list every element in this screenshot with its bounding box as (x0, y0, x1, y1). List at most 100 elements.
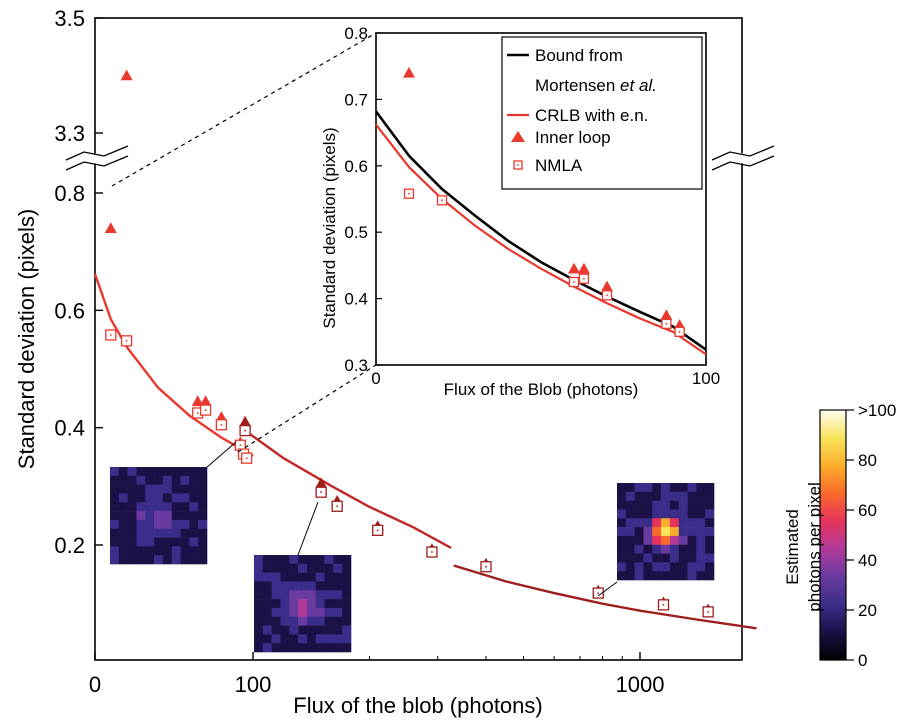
blob-pixel (110, 511, 120, 521)
blob-pixel (262, 555, 272, 565)
blob-pixel (652, 544, 662, 554)
blob-pixel (298, 607, 308, 618)
blob-pixel (625, 509, 635, 519)
main-square-point-dot (431, 551, 433, 553)
blob-pixel (661, 483, 671, 493)
blob-pixel (198, 484, 208, 494)
blob-pixel (342, 616, 352, 626)
blob-pixel (254, 607, 264, 618)
main-square-point-dot (220, 423, 223, 426)
blob-pixel (280, 555, 290, 565)
blob-pixel (678, 500, 688, 510)
main-series-line (453, 564, 757, 630)
blob-pixel (643, 544, 653, 554)
blob-pixel (696, 500, 706, 510)
blob-pixel (696, 535, 706, 546)
blob-pixel (298, 555, 308, 565)
blob-pixel (254, 643, 264, 653)
blob-pixel (198, 467, 208, 477)
blob-pixel (254, 599, 264, 609)
blob-pixel (145, 519, 155, 530)
blob-pixel (171, 467, 181, 477)
blob-pixel (189, 546, 199, 556)
blob-pixel (696, 544, 706, 554)
blob-pixel (687, 518, 697, 528)
blob-pixel (696, 527, 706, 537)
blob-pixel (315, 634, 325, 644)
blob-pixel (696, 518, 706, 528)
blob-pixel (110, 519, 120, 530)
blob-pixel (324, 572, 334, 582)
blob-pixel (687, 483, 697, 493)
blob-pixel (289, 563, 299, 573)
blob-pixel (669, 571, 680, 581)
blob-pixel (625, 518, 635, 528)
blob-pixel (678, 527, 688, 537)
blob-pixel (136, 537, 146, 547)
blob-pixel (634, 562, 644, 572)
blob-pixel (625, 500, 635, 510)
blob-pixel (617, 571, 627, 581)
blob-pixel (154, 484, 164, 494)
blob-pixel (127, 546, 137, 556)
blob-pixel (678, 535, 688, 546)
blob-pixel (198, 475, 208, 485)
zoom-connector-top (111, 32, 377, 187)
main-square-point-dot (320, 491, 323, 494)
blob-pixel (280, 590, 290, 600)
inset-y-tick-label: 0.7 (344, 90, 368, 109)
blob-pixel (678, 518, 688, 528)
blob-pixel (171, 546, 181, 556)
blob-pixel (298, 590, 308, 600)
blob-pixel (162, 475, 173, 485)
inset-triangle-point (403, 66, 415, 78)
blob-pixel (262, 616, 272, 626)
blob-pixel (333, 555, 343, 565)
blob-pixel (634, 500, 644, 510)
blob-pixel (254, 625, 264, 635)
blob-pixel (324, 563, 334, 573)
blob-pixel (280, 634, 290, 644)
blob-leader-high (597, 581, 618, 597)
blob-pixel (298, 581, 308, 591)
blob-pixel (643, 483, 653, 493)
blob-pixel (254, 581, 264, 591)
blob-pixel (136, 519, 146, 530)
blob-pixel (145, 511, 155, 521)
main-series-line (93, 273, 254, 457)
main-triangle-point (239, 415, 252, 427)
blob-pixel (643, 562, 653, 572)
blob-pixel (180, 546, 190, 556)
blob-pixel (661, 527, 671, 537)
blob-pixel (162, 546, 173, 556)
main-square-point-dot (196, 412, 199, 414)
blob-pixel (180, 502, 190, 512)
blob-pixel (280, 581, 290, 591)
blob-pixel (127, 493, 137, 503)
blob-pixel (634, 535, 644, 546)
blob-pixel (324, 599, 334, 609)
blob-pixel (652, 483, 662, 493)
blob-pixel (324, 581, 334, 591)
blob-pixel (254, 555, 264, 565)
blob-pixel (145, 528, 155, 538)
inset-square-point-dot (573, 281, 575, 283)
blob-pixel (110, 528, 120, 538)
blob-pixel (171, 511, 181, 521)
blob-pixel (678, 483, 688, 493)
blob-pixel (678, 571, 688, 581)
blob-pixel (280, 607, 290, 618)
blob-pixel (333, 563, 343, 573)
blob-pixel (342, 607, 352, 618)
blob-pixel (271, 607, 281, 618)
blob-pixel (669, 500, 680, 510)
blob-pixel (315, 643, 325, 653)
blob-image-low-flux (110, 467, 208, 565)
blob-pixel (289, 607, 299, 618)
blob-pixel (324, 590, 334, 600)
blob-pixel (136, 555, 146, 565)
blob-pixel (162, 467, 173, 477)
blob-pixel (306, 625, 317, 635)
colorbar-tick-label: 20 (858, 601, 877, 620)
legend-square-dot (517, 164, 519, 166)
